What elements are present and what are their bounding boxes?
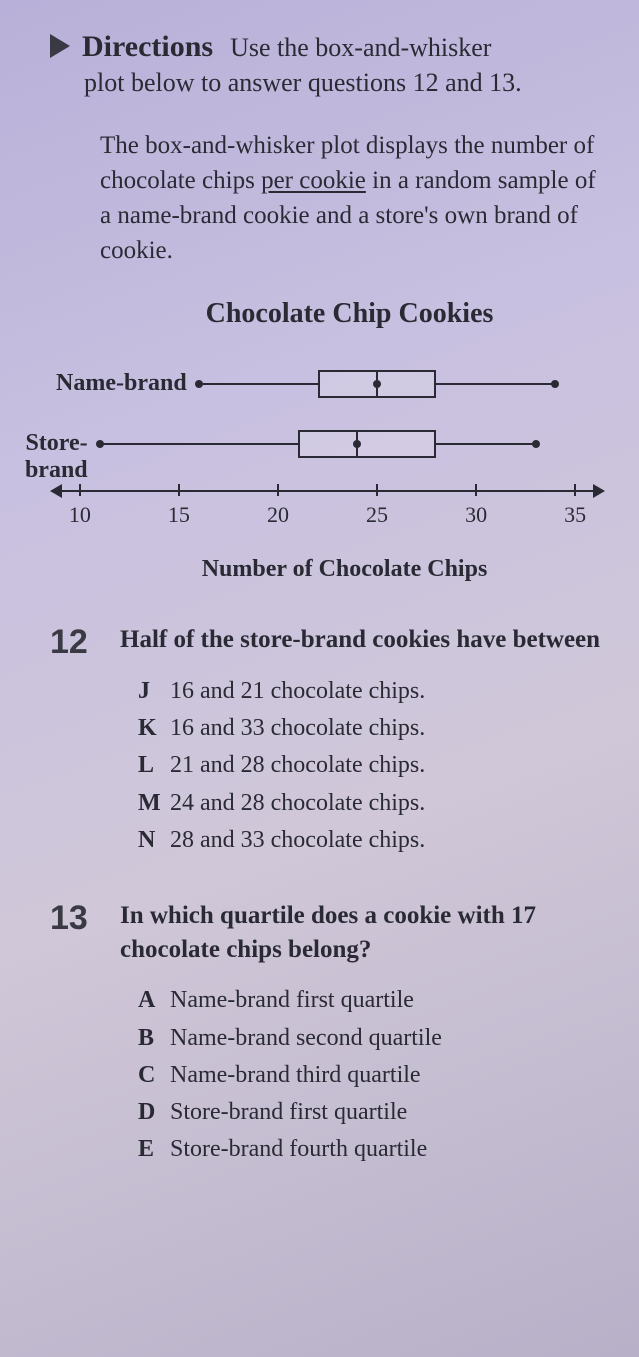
axis-arrow-left xyxy=(50,484,62,498)
boxplot-chart: Name-brandStore-brand101520253035 xyxy=(40,350,600,550)
box xyxy=(298,430,437,458)
axis-tick xyxy=(574,484,576,496)
choice-text: 24 and 28 chocolate chips. xyxy=(170,790,425,816)
question-text: In which quartile does a cookie with 17 … xyxy=(120,899,609,967)
choice-text: 21 and 28 chocolate chips. xyxy=(170,752,425,778)
whisker-endcap xyxy=(532,440,540,448)
whisker-endcap xyxy=(195,380,203,388)
choice-text: Store-brand fourth quartile xyxy=(170,1136,427,1162)
series-label: Name-brand xyxy=(56,370,187,397)
intro-underlined: per cookie xyxy=(261,167,366,194)
directions-title: Directions xyxy=(82,30,213,63)
answer-choice[interactable]: AName-brand first quartile xyxy=(120,982,609,1019)
question-text: Half of the store-brand cookies have bet… xyxy=(120,623,609,657)
median-dot xyxy=(353,440,361,448)
answer-choice[interactable]: BName-brand second quartile xyxy=(120,1020,609,1057)
tick-label: 25 xyxy=(366,502,388,528)
answer-choice[interactable]: K16 and 33 chocolate chips. xyxy=(120,710,609,747)
questions-container: 12 Half of the store-brand cookies have b… xyxy=(50,623,609,1168)
question: 12 Half of the store-brand cookies have b… xyxy=(50,623,609,859)
choice-text: 16 and 33 chocolate chips. xyxy=(170,715,425,741)
whisker-line xyxy=(199,383,318,385)
median-dot xyxy=(373,380,381,388)
tick-label: 30 xyxy=(465,502,487,528)
tick-label: 15 xyxy=(168,502,190,528)
axis-arrow-right xyxy=(593,484,605,498)
choice-letter: A xyxy=(138,982,170,1019)
choice-text: Name-brand third quartile xyxy=(170,1062,421,1088)
triangle-icon xyxy=(50,34,70,58)
directions-block: Directions Use the box-and-whisker plot … xyxy=(50,30,609,100)
question-number: 12 xyxy=(50,623,98,859)
axis-tick xyxy=(376,484,378,496)
axis-tick xyxy=(475,484,477,496)
x-axis xyxy=(60,490,595,492)
whisker-endcap xyxy=(551,380,559,388)
answer-choice[interactable]: M24 and 28 chocolate chips. xyxy=(120,785,609,822)
answer-choice[interactable]: J16 and 21 chocolate chips. xyxy=(120,673,609,710)
choice-letter: E xyxy=(138,1131,170,1168)
axis-tick xyxy=(178,484,180,496)
axis-title: Number of Chocolate Chips xyxy=(80,556,609,583)
choice-text: Store-brand first quartile xyxy=(170,1099,407,1125)
whisker-endcap xyxy=(96,440,104,448)
choice-letter: B xyxy=(138,1020,170,1057)
choice-letter: D xyxy=(138,1094,170,1131)
choice-text: 16 and 21 chocolate chips. xyxy=(170,678,425,704)
answer-choice[interactable]: L21 and 28 chocolate chips. xyxy=(120,747,609,784)
series-label: Store-brand xyxy=(25,430,88,484)
tick-label: 35 xyxy=(564,502,586,528)
whisker-line xyxy=(436,383,555,385)
question-body: In which quartile does a cookie with 17 … xyxy=(120,899,609,1168)
question-body: Half of the store-brand cookies have bet… xyxy=(120,623,609,859)
choice-letter: M xyxy=(138,785,170,822)
question: 13 In which quartile does a cookie with 1… xyxy=(50,899,609,1168)
intro-paragraph: The box-and-whisker plot displays the nu… xyxy=(100,128,599,268)
chart-title: Chocolate Chip Cookies xyxy=(90,298,609,330)
choice-text: Name-brand first quartile xyxy=(170,987,414,1013)
choice-letter: N xyxy=(138,822,170,859)
axis-tick xyxy=(277,484,279,496)
whisker-line xyxy=(436,443,535,445)
directions-line2: plot below to answer questions 12 and 13… xyxy=(84,65,609,100)
choice-text: Name-brand second quartile xyxy=(170,1025,442,1051)
choice-letter: K xyxy=(138,710,170,747)
answer-choice[interactable]: DStore-brand first quartile xyxy=(120,1094,609,1131)
answer-choice[interactable]: EStore-brand fourth quartile xyxy=(120,1131,609,1168)
choice-letter: J xyxy=(138,673,170,710)
tick-label: 20 xyxy=(267,502,289,528)
tick-label: 10 xyxy=(69,502,91,528)
directions-line1: Use the box-and-whisker xyxy=(217,33,491,62)
whisker-line xyxy=(100,443,298,445)
choice-letter: L xyxy=(138,747,170,784)
question-number: 13 xyxy=(50,899,98,1168)
answer-choice[interactable]: N28 and 33 chocolate chips. xyxy=(120,822,609,859)
axis-tick xyxy=(79,484,81,496)
choice-text: 28 and 33 chocolate chips. xyxy=(170,827,425,853)
choice-letter: C xyxy=(138,1057,170,1094)
answer-choice[interactable]: CName-brand third quartile xyxy=(120,1057,609,1094)
